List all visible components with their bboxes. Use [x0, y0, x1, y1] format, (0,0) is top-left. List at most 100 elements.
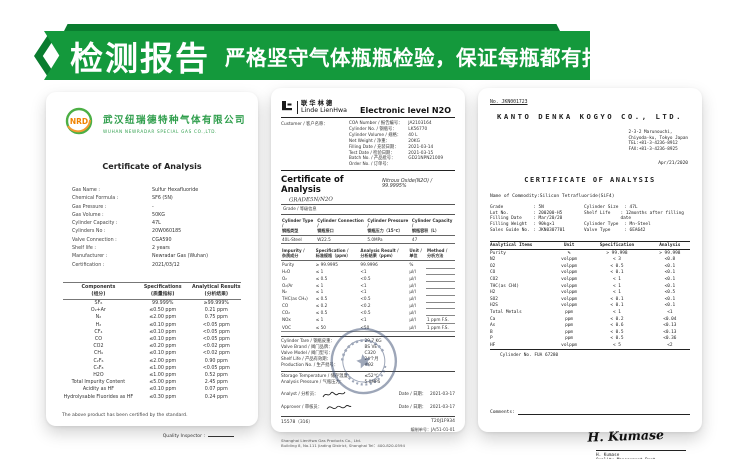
table-cell: SF₆ [94, 301, 103, 307]
info-value: SF6 (5N) [152, 196, 173, 202]
signature-line [208, 432, 234, 437]
logo-divider [297, 101, 298, 114]
table-row: H2 volppm < 1 <0.5 [490, 289, 690, 296]
table-cell: H2 [490, 290, 496, 296]
table-cell: 0.75 ppm [204, 315, 228, 321]
table-header-cell: Cylinder Capacity / 钢瓶容积（L） [410, 216, 455, 236]
table-cell: Purity [490, 250, 506, 256]
info-label: Gas Name : [72, 188, 100, 193]
info-row: Filling Date: Mar/20/20 [490, 216, 584, 222]
table-header-cell: Analytical Results (分析结果) [191, 281, 242, 300]
table-cell: <0.36 [663, 336, 677, 342]
table-cell: μl/l [409, 275, 416, 281]
table-cell: 47 [410, 235, 455, 245]
table-header-cell: Specifications (质量指标) [134, 281, 192, 300]
comments-row: Comments: [490, 410, 690, 415]
coa-title-row: Certificate of Analysis Nitrous Oxide(N2… [281, 175, 455, 195]
table-cell: volppm [561, 303, 578, 309]
storage-info-list: Storage Temperature / 储存温度： ≤52℃ Analysis … [281, 370, 455, 386]
info-label: Shelf Life / 产品有效期： [281, 356, 331, 362]
table-cell [426, 274, 455, 283]
table-cell: O₂ [282, 275, 287, 281]
info-label: Chemical Formula : [72, 196, 119, 202]
info-value: 24个月 [364, 356, 379, 362]
certificate-linde: 联华林德 Linde LienHwa Electronic level N2O … [271, 88, 465, 448]
info-row: Cylinder Capacity : 47L [72, 220, 246, 228]
table-row: THC(as CH4) volppm < 1 <0.1 [490, 283, 690, 290]
table-cell: ≤1.00 ppm [149, 372, 177, 378]
document-number: 编制单号：JA/51-01-01 [410, 426, 455, 432]
info-label: Cylinder Type [584, 222, 619, 228]
table-cell: % [409, 262, 414, 268]
table-cell: <0.2 [360, 302, 371, 308]
table-row: C₂F₆ ≤2.00 ppm 0.90 ppm [63, 357, 242, 364]
valve-info-list: Cylinder Tare / 钢瓶皮重： 29.7 KG Valve Brand … [281, 335, 455, 369]
table-cell: CO [490, 270, 496, 276]
info-value: C320 [364, 350, 376, 356]
table-cell: <0.1 [664, 263, 676, 269]
table-cell: ≤ 0.2 [315, 302, 328, 308]
table-cell: ≤0.30 ppm [149, 394, 177, 400]
table-cell: <0.13 [663, 323, 677, 329]
table-cell: CF₄ [94, 329, 103, 335]
table-cell: P [490, 336, 493, 342]
info-row: Cylinder Volume / 规格： 40 L [349, 133, 455, 139]
table-cell: 99.999% [152, 301, 174, 307]
approver-date: 2021-03-17 [430, 404, 455, 410]
table-row: N2 volppm < 3 <0.8 [490, 256, 690, 263]
analysis-table: Analytical Items Unit Specification Analysi… [490, 240, 690, 350]
table-cell: 99.9996 [360, 262, 378, 268]
spacer [490, 358, 690, 410]
table-row: CO ≤0.10 ppm <0.05 ppm [63, 336, 242, 343]
table-cell: <0.05 ppm [202, 329, 230, 335]
table-header-cell: Cylinder Pressure / 钢瓶压力（15℃） [366, 216, 411, 236]
table-cell: volppm [561, 257, 578, 263]
info-value: 50KG [152, 212, 165, 218]
info-row: Test Date / 检验日期： 2021-03-15 [349, 151, 455, 157]
footer-address: Building 8, No.111 Jiading District, Sha… [281, 442, 405, 448]
table-header-cell: Specification [584, 241, 650, 250]
table-row: CO2 ≤0.20 ppm <0.02 ppm [63, 343, 242, 350]
table-cell: < 1 [613, 290, 621, 296]
table-cell: μl/l [409, 302, 416, 308]
table-cell: <0.05 ppm [202, 365, 230, 371]
table-header-cell: Unit / 单位 [408, 247, 427, 262]
table-row: THC(as CH₄) ≤ 0.5 <0.5 μl/l [281, 295, 455, 303]
approver-date-label: Date / 日期： [398, 405, 427, 411]
table-row: Total Impurity Content ≤5.00 ppm 2.45 ppm [63, 379, 242, 386]
table-cell: < 0.5 [610, 329, 624, 335]
table-cell [426, 288, 455, 296]
handwritten-grade-note: GRADE5N/N2O [288, 196, 333, 204]
info-label: Shelf Life [584, 210, 611, 216]
table-row: CO₂ ≤ 0.5 <0.5 μl/l [281, 308, 455, 317]
table-cell: <0.1 [664, 296, 676, 302]
table-cell: 0.07 ppm [204, 387, 228, 393]
info-label: Gas Pressure : [72, 204, 107, 210]
info-value: - [152, 204, 154, 210]
lot-info-section: Grade: 5N Lot No.: 200200-H5 Filling Date:… [490, 205, 690, 234]
info-row: Chemical Formula : SF6 (5N) [72, 195, 246, 203]
comments-label: Comments: [490, 409, 515, 415]
info-label: Shelf life : [72, 246, 97, 252]
info-value: 40 L [408, 132, 418, 138]
info-row: Valve Connection : CGA590 [72, 237, 246, 245]
table-cell: ≤0.10 ppm [149, 351, 177, 357]
table-header-cell: Impurity / 杂质成分 [281, 247, 315, 262]
info-row: Batch No. / 产品批号： GD21NPN21009 [349, 156, 455, 162]
table-cell: B [490, 329, 493, 335]
info-row: Cylinders No : 20W060185 [72, 228, 246, 236]
table-row: HF volppm < 5 <2 [490, 342, 690, 349]
info-row: Filling Weight: 90kg×1 [490, 222, 584, 228]
address-lines: 2-3-2 Marunouchi, Chiyoda-ku, Tokyo Japan… [629, 130, 689, 152]
table-cell: ≤0.10 ppm [149, 337, 177, 342]
cylinder-number: Cylinder No. FUA 67280 [500, 352, 559, 358]
table-cell: <0.13 [663, 329, 677, 335]
table-header-cell: Unit [554, 241, 585, 250]
table-row: CF₄ ≤0.10 ppm <0.05 ppm [63, 329, 242, 336]
company-stamp-icon [322, 320, 405, 405]
info-row: Net Weight / 净重： 20KG [349, 139, 455, 145]
table-cell: > 99.998 [659, 250, 681, 256]
info-label: Order No. / 订单号： [348, 162, 391, 168]
table-cell: > 99.998 [606, 250, 628, 256]
table-header-row: Impurity / 杂质成分 Specification / 标准规格（ppm）… [281, 247, 455, 262]
